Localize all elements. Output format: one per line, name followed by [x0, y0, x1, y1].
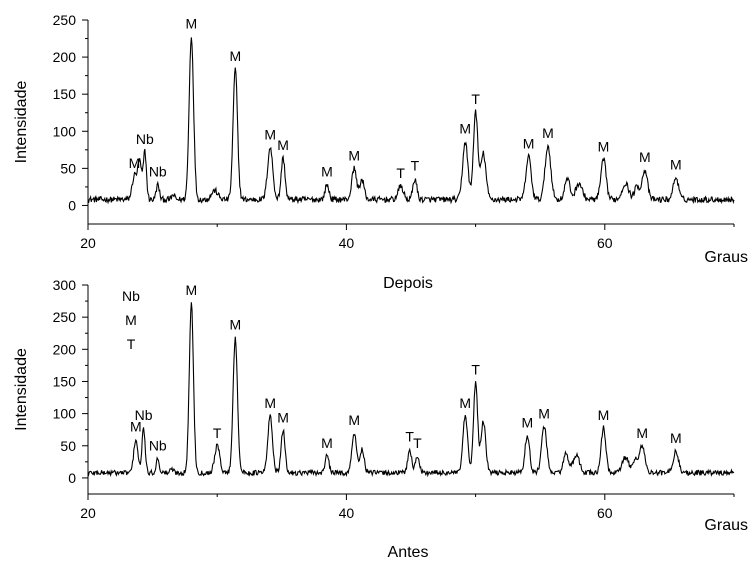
y-tick-label: 250 [53, 12, 77, 28]
y-tick-label: 300 [53, 277, 77, 293]
x-tick-label: 20 [80, 505, 96, 521]
plot-antes: 0 50 100 150 200 250 300 20 40 60 Intensidade Graus… [13, 277, 748, 561]
peak-label: T [396, 165, 405, 181]
y-tick-label: 50 [60, 438, 76, 454]
peak-label: M [229, 48, 241, 64]
plot-caption: Antes [388, 544, 429, 561]
peak-label: M [598, 138, 610, 154]
peak-label: M [277, 409, 289, 425]
y-tick-label: 200 [53, 341, 77, 357]
peak-label: M [639, 149, 651, 165]
peak-label: M [636, 425, 648, 441]
y-tick-label: 200 [53, 49, 77, 65]
x-tick-label: 20 [80, 235, 96, 251]
peak-label: M [542, 125, 554, 141]
peak-label: Nb [149, 164, 167, 180]
peak-label: T [213, 425, 222, 441]
peak-label: M [129, 155, 141, 171]
peak-label: M [459, 121, 471, 137]
peak-label: T [471, 91, 480, 107]
peak-label: M [523, 135, 535, 151]
x-tick-label: 40 [339, 505, 355, 521]
y-tick-label: 250 [53, 309, 77, 325]
x-tick-label: 60 [597, 505, 613, 521]
y-tick-label: 100 [53, 123, 77, 139]
peak-label: M [186, 282, 198, 298]
peak-label: M [670, 430, 682, 446]
x-axis-title: Graus [704, 517, 748, 534]
y-tick-label: 150 [53, 373, 77, 389]
peak-label: M [264, 127, 276, 143]
y-tick-label: 50 [60, 160, 76, 176]
peak-label: M [321, 164, 333, 180]
peak-label: T [471, 362, 480, 378]
peak-label: M [538, 405, 550, 421]
peak-label: M [321, 435, 333, 451]
peak-label: Nb [136, 131, 154, 147]
peak-label: M [277, 137, 289, 153]
peak-label: M [229, 317, 241, 333]
x-axis-title: Graus [704, 249, 748, 266]
peak-label: M [598, 407, 610, 423]
y-tick-label: 150 [53, 86, 77, 102]
y-axis-title: Intensidade [13, 348, 30, 431]
peak-label: M [459, 395, 471, 411]
x-tick-label: 60 [597, 235, 613, 251]
peak-label: M [521, 414, 533, 430]
xrd-pattern-line [88, 302, 734, 475]
x-tick-label: 40 [339, 235, 355, 251]
peak-label: T [413, 435, 422, 451]
xrd-pattern-line [88, 37, 734, 202]
peak-label: M [348, 147, 360, 163]
y-tick-label: 0 [68, 470, 76, 486]
phase-legend-t: T [127, 336, 136, 352]
peak-label: Nb [149, 438, 167, 454]
plot-depois: 0 50 100 150 200 250 20 40 60 Intensidade Graus Dep… [13, 12, 748, 292]
y-tick-label: 0 [68, 197, 76, 213]
peak-label: M [264, 395, 276, 411]
peak-label: M [186, 15, 198, 31]
peak-label: M [348, 412, 360, 428]
y-axis-title: Intensidade [13, 81, 30, 164]
plot-caption: Depois [383, 275, 433, 292]
y-tick-label: 100 [53, 406, 77, 422]
phase-legend-nb: Nb [122, 288, 140, 304]
peak-label: M [670, 156, 682, 172]
peak-label: T [411, 158, 420, 174]
phase-legend-m: M [125, 312, 137, 328]
peak-label: Nb [135, 407, 153, 423]
